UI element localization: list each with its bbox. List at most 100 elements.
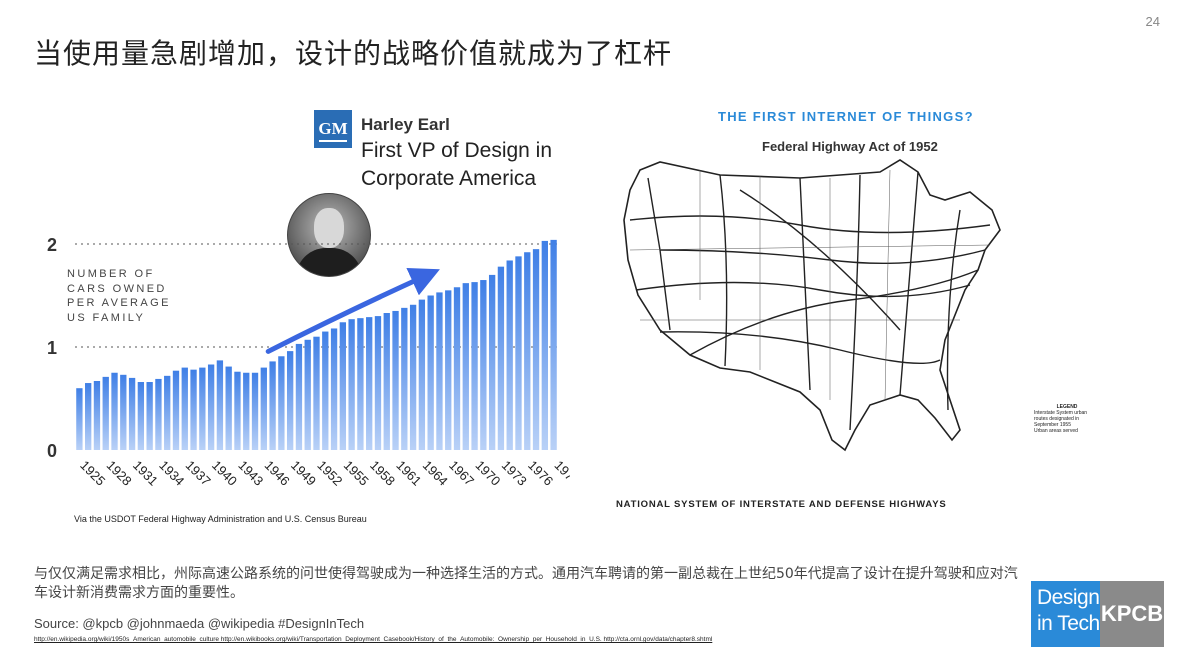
bar bbox=[93, 380, 101, 450]
trend-arrow bbox=[265, 268, 440, 354]
bar bbox=[181, 367, 188, 450]
x-tick-label: 1934 bbox=[156, 458, 187, 489]
x-tick-label: 1928 bbox=[104, 458, 135, 489]
bar bbox=[366, 317, 373, 450]
map-title: THE FIRST INTERNET OF THINGS? bbox=[718, 109, 974, 124]
bar bbox=[436, 292, 443, 450]
bar bbox=[488, 274, 496, 450]
map-legend: LEGEND Interstate System urban routes de… bbox=[1034, 404, 1100, 434]
y-tick-label: 1 bbox=[47, 338, 57, 358]
logo-design-line2: in Tech bbox=[1037, 612, 1100, 635]
kpcb-logo: KPCB bbox=[1100, 581, 1164, 647]
bar bbox=[480, 280, 487, 450]
bar bbox=[453, 287, 461, 450]
map-caption: NATIONAL SYSTEM OF INTERSTATE AND DEFENS… bbox=[616, 499, 947, 510]
chart-ylabel: NUMBER OF CARS OWNED PER AVERAGE US FAMI… bbox=[67, 268, 171, 324]
x-tick-label: 1955 bbox=[341, 458, 372, 489]
bar bbox=[155, 378, 162, 450]
bar bbox=[401, 307, 408, 450]
chart-source: Via the USDOT Federal Highway Administra… bbox=[74, 514, 367, 524]
x-tick-label: 1961 bbox=[393, 458, 424, 489]
bar bbox=[348, 319, 355, 450]
bar bbox=[120, 374, 127, 450]
bar bbox=[225, 366, 232, 450]
bar bbox=[207, 364, 215, 450]
bar bbox=[85, 383, 92, 450]
bar bbox=[260, 367, 267, 450]
bar bbox=[357, 318, 364, 450]
bar bbox=[146, 382, 153, 450]
bar bbox=[243, 372, 250, 450]
legend-line: Interstate System urban routes designate… bbox=[1034, 410, 1088, 428]
x-tick-label: 1973 bbox=[499, 458, 530, 489]
bar bbox=[409, 304, 417, 450]
bar bbox=[515, 256, 522, 450]
x-tick-label: 1964 bbox=[420, 458, 451, 489]
x-tick-label: 1940 bbox=[209, 458, 240, 489]
bar bbox=[172, 370, 180, 450]
x-tick-label: 1952 bbox=[314, 458, 345, 489]
bar bbox=[445, 290, 452, 450]
gm-logo: GM bbox=[314, 110, 352, 148]
bar bbox=[383, 313, 390, 450]
portrait-photo bbox=[287, 193, 371, 277]
bar bbox=[304, 339, 311, 450]
reference-links[interactable]: http://en.wikipedia.org/wiki/1950s_Ameri… bbox=[34, 636, 713, 643]
x-tick-label: 1946 bbox=[262, 458, 293, 489]
body-text: 与仅仅满足需求相比，州际高速公路系统的问世使得驾驶成为一种选择生活的方式。通用汽… bbox=[34, 566, 1018, 601]
x-tick-label: 1967 bbox=[446, 458, 477, 489]
logo-design-line1: Design bbox=[1037, 586, 1100, 609]
bar bbox=[374, 316, 382, 450]
bar bbox=[418, 299, 426, 450]
bar bbox=[392, 310, 399, 450]
bar bbox=[462, 283, 469, 450]
x-tick-label: 1931 bbox=[130, 458, 161, 489]
cars-per-family-chart: 0121925192819311934193719401943194619491… bbox=[47, 235, 570, 489]
slide-title: 当使用量急剧增加，设计的战略价值就成为了杠杆 bbox=[34, 37, 673, 70]
bar bbox=[506, 260, 513, 450]
legend-marker: Urban areas served bbox=[1034, 428, 1078, 434]
bar bbox=[199, 367, 206, 450]
bar bbox=[471, 282, 478, 450]
x-tick-label: 1979 bbox=[551, 458, 570, 489]
bar bbox=[550, 239, 557, 450]
bar bbox=[295, 343, 303, 450]
legend-title: LEGEND bbox=[1056, 404, 1078, 410]
source-line: Source: @kpcb @johnmaeda @wikipedia #Des… bbox=[34, 616, 365, 631]
bar bbox=[286, 351, 294, 450]
bar bbox=[330, 328, 338, 450]
page-number: 24 bbox=[1145, 14, 1160, 29]
bar bbox=[497, 266, 505, 450]
bar bbox=[164, 375, 171, 450]
person-role: First VP of Design in Corporate America bbox=[361, 139, 553, 190]
bar bbox=[216, 360, 224, 450]
bar bbox=[322, 331, 329, 450]
bar bbox=[128, 377, 136, 450]
bar bbox=[137, 382, 145, 450]
bar bbox=[524, 252, 531, 450]
us-highway-map bbox=[623, 159, 1001, 452]
bar bbox=[532, 249, 540, 450]
x-tick-label: 1970 bbox=[472, 458, 503, 489]
bar bbox=[76, 388, 83, 450]
bar bbox=[234, 371, 241, 450]
bar bbox=[269, 361, 276, 450]
x-tick-label: 1958 bbox=[367, 458, 398, 489]
map-subtitle: Federal Highway Act of 1952 bbox=[762, 139, 938, 154]
person-name: Harley Earl bbox=[361, 115, 450, 134]
x-tick-label: 1976 bbox=[525, 458, 556, 489]
bar bbox=[339, 322, 347, 450]
x-tick-label: 1925 bbox=[77, 458, 108, 489]
bar bbox=[278, 356, 285, 450]
y-tick-label: 2 bbox=[47, 235, 57, 255]
bar bbox=[313, 336, 320, 450]
bar bbox=[190, 369, 197, 450]
x-tick-label: 1943 bbox=[235, 458, 266, 489]
y-tick-label: 0 bbox=[47, 441, 57, 461]
bar bbox=[102, 376, 109, 450]
x-tick-label: 1949 bbox=[288, 458, 319, 489]
bar bbox=[251, 372, 259, 450]
bar bbox=[541, 240, 548, 450]
bar bbox=[427, 295, 434, 450]
x-tick-label: 1937 bbox=[183, 458, 214, 489]
